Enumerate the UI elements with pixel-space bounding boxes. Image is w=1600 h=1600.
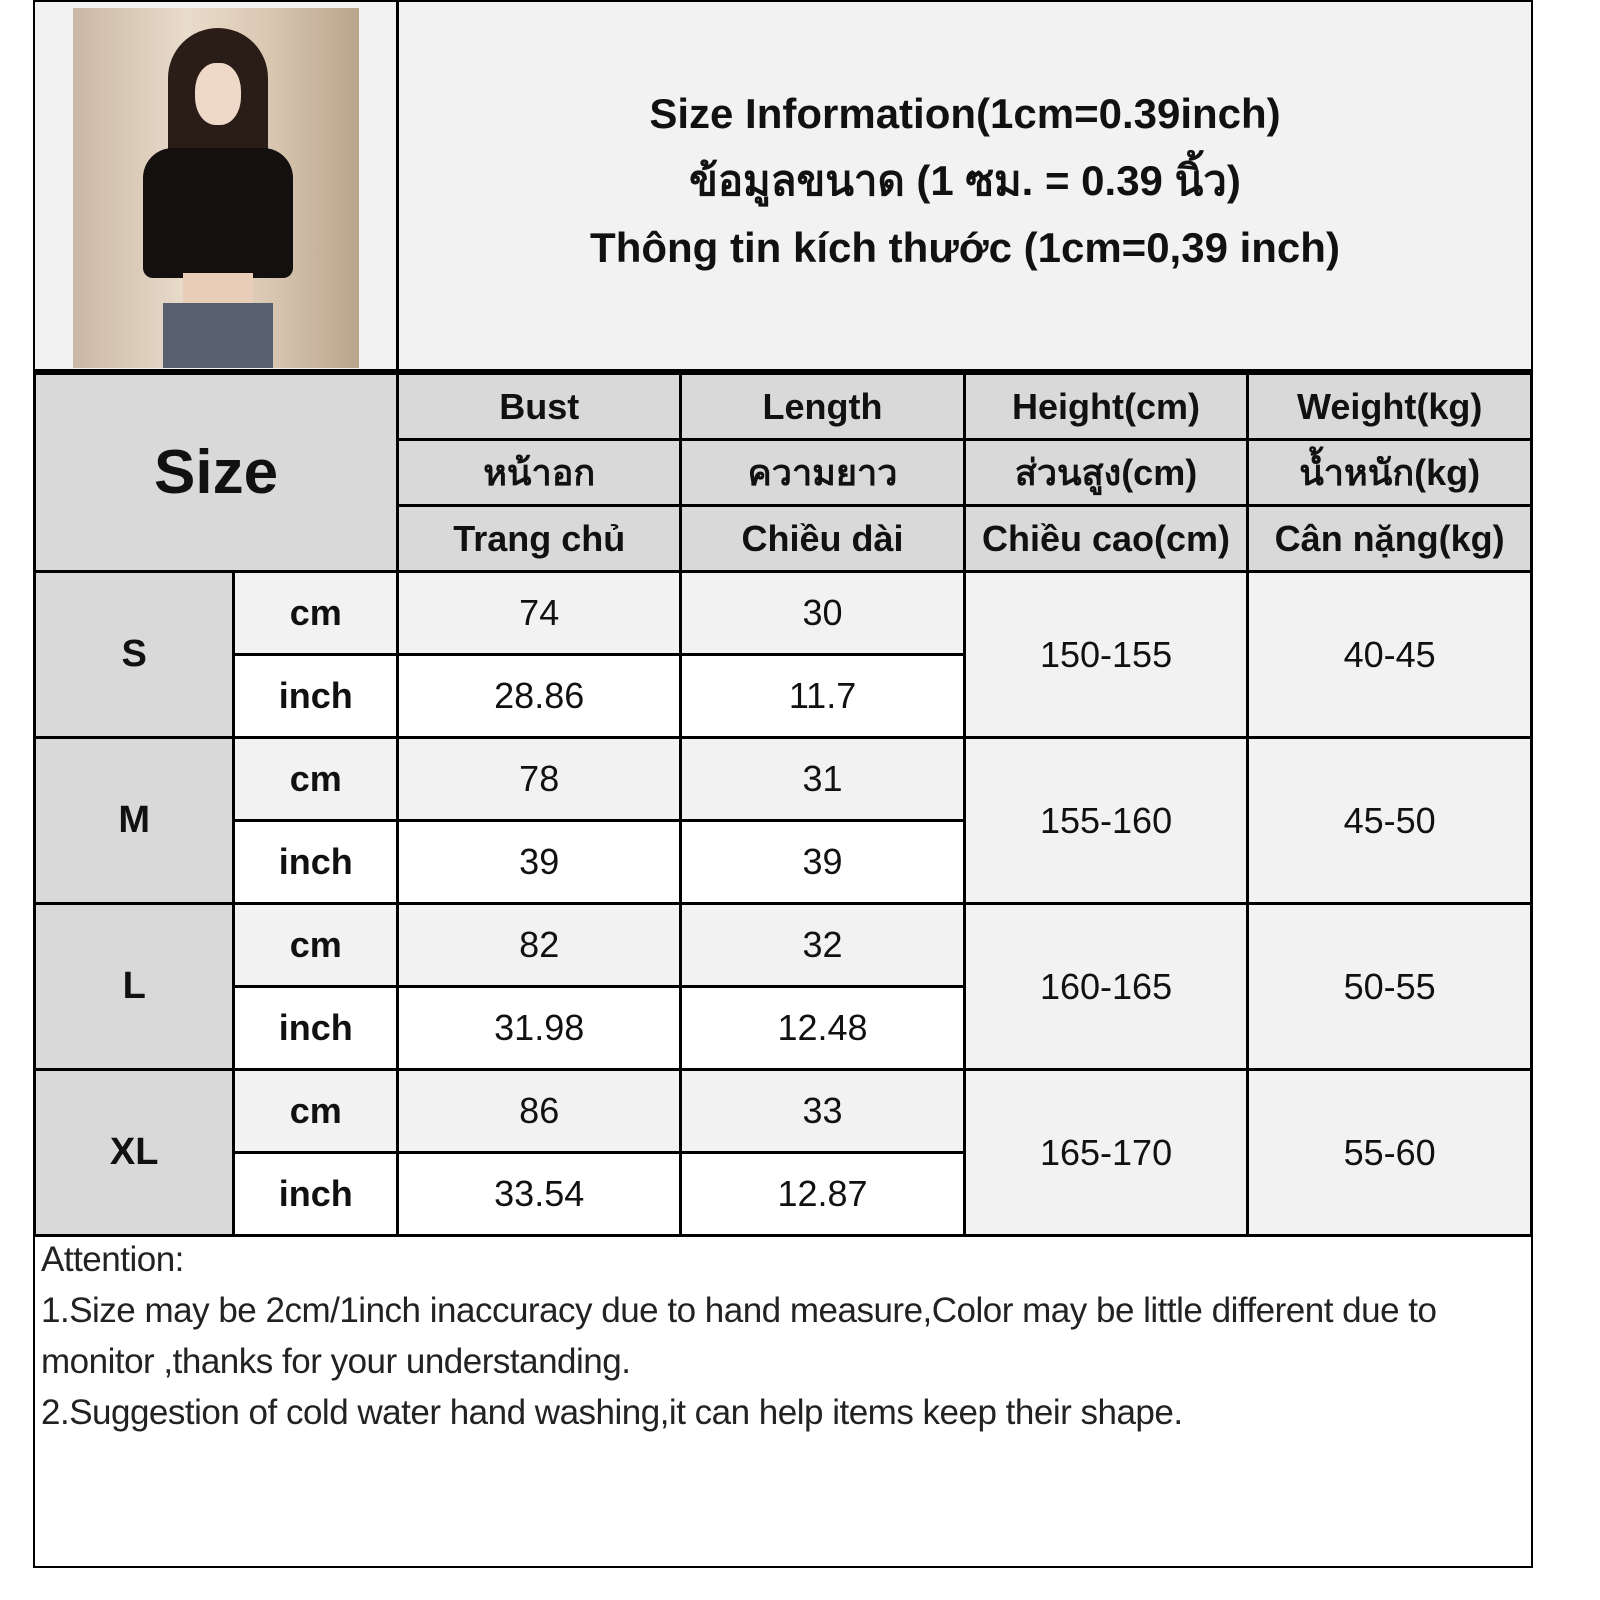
table-row-inch: inch 28.86 11.7 [35, 653, 1532, 739]
unit-cm: cm [232, 736, 400, 822]
length-inch: 12.48 [679, 985, 966, 1071]
table-row-cm: L cm 82 32 160-165 50-55 [32, 902, 1533, 1071]
height-range: 150-155 [962, 570, 1250, 739]
length-cm: 33 [679, 1068, 966, 1154]
table-row-cm: XL cm 86 33 165-170 55-60 [32, 1068, 1533, 1237]
bust-inch: 33.54 [396, 1151, 683, 1237]
attention-notes: Attention: 1.Size may be 2cm/1inch inacc… [41, 1234, 1521, 1438]
size-info-title: Size Information(1cm=0.39inch) ข้อมูลขนา… [399, 2, 1531, 369]
bust-inch: 39 [396, 819, 683, 905]
unit-inch: inch [232, 985, 400, 1071]
length-inch: 11.7 [679, 653, 966, 739]
length-inch: 39 [679, 819, 966, 905]
bust-cm: 78 [396, 736, 683, 822]
size-label: M [32, 736, 236, 905]
length-cm: 32 [679, 902, 966, 988]
weight-range: 50-55 [1246, 902, 1533, 1071]
col-header-weight-vi: Cân nặng(kg) [1246, 504, 1533, 573]
unit-cm: cm [232, 902, 400, 988]
bust-inch: 28.86 [396, 653, 683, 739]
size-label: XL [32, 1068, 236, 1237]
size-label: L [32, 902, 236, 1071]
notes-heading: Attention: [41, 1240, 184, 1279]
table-row-inch: inch 31.98 12.48 [35, 985, 1532, 1071]
weight-range: 55-60 [1246, 1068, 1533, 1237]
col-header-height-vi: Chiều cao(cm) [962, 504, 1250, 573]
table-row-cm: M cm 78 31 155-160 45-50 [32, 736, 1533, 905]
table-row-inch: inch 33.54 12.87 [35, 1151, 1532, 1237]
unit-cm: cm [232, 1068, 400, 1154]
unit-inch: inch [232, 653, 400, 739]
col-header-height-thai: ส่วนสูง(cm) [962, 438, 1250, 507]
weight-range: 45-50 [1246, 736, 1533, 905]
note-item: 2.Suggestion of cold water hand washing,… [41, 1393, 1183, 1432]
title-english: Size Information(1cm=0.39inch) [649, 89, 1281, 137]
height-range: 160-165 [962, 902, 1250, 1071]
col-header-height: Height(cm) [962, 372, 1250, 441]
table-row-cm: S cm 74 30 150-155 40-45 [32, 570, 1533, 739]
length-cm: 30 [679, 570, 966, 656]
chart-header-area: Size Information(1cm=0.39inch) ข้อมูลขนา… [35, 2, 1531, 372]
bust-cm: 86 [396, 1068, 683, 1154]
col-header-bust-thai: หน้าอก [396, 438, 683, 507]
col-header-bust-vi: Trang chủ [396, 504, 683, 573]
height-range: 165-170 [962, 1068, 1250, 1237]
size-table: Size Bust Length Height(cm) Weight(kg) ห… [32, 372, 1533, 1237]
length-cm: 31 [679, 736, 966, 822]
table-row-inch: inch 39 39 [35, 819, 1532, 905]
bust-cm: 74 [396, 570, 683, 656]
col-header-length: Length [679, 372, 966, 441]
height-range: 155-160 [962, 736, 1250, 905]
title-vietnamese: Thông tin kích thước (1cm=0,39 inch) [590, 223, 1340, 271]
weight-range: 40-45 [1246, 570, 1533, 739]
bust-inch: 31.98 [396, 985, 683, 1071]
col-header-length-thai: ความยาว [679, 438, 966, 507]
size-label: S [32, 570, 236, 739]
title-thai: ข้อมูลขนาด (1 ซม. = 0.39 นิ้ว) [689, 156, 1241, 204]
unit-inch: inch [232, 1151, 400, 1237]
bust-cm: 82 [396, 902, 683, 988]
note-item: 1.Size may be 2cm/1inch inaccuracy due t… [41, 1291, 1437, 1381]
size-header: Size [32, 372, 400, 573]
col-header-weight-thai: น้ำหนัก(kg) [1246, 438, 1533, 507]
product-photo-cell [35, 2, 399, 369]
unit-inch: inch [232, 819, 400, 905]
unit-cm: cm [232, 570, 400, 656]
col-header-bust: Bust [396, 372, 683, 441]
col-header-length-vi: Chiều dài [679, 504, 966, 573]
col-header-weight: Weight(kg) [1246, 372, 1533, 441]
size-chart: Size Information(1cm=0.39inch) ข้อมูลขนา… [32, 0, 1533, 1568]
length-inch: 12.87 [679, 1151, 966, 1237]
product-photo [73, 8, 359, 368]
